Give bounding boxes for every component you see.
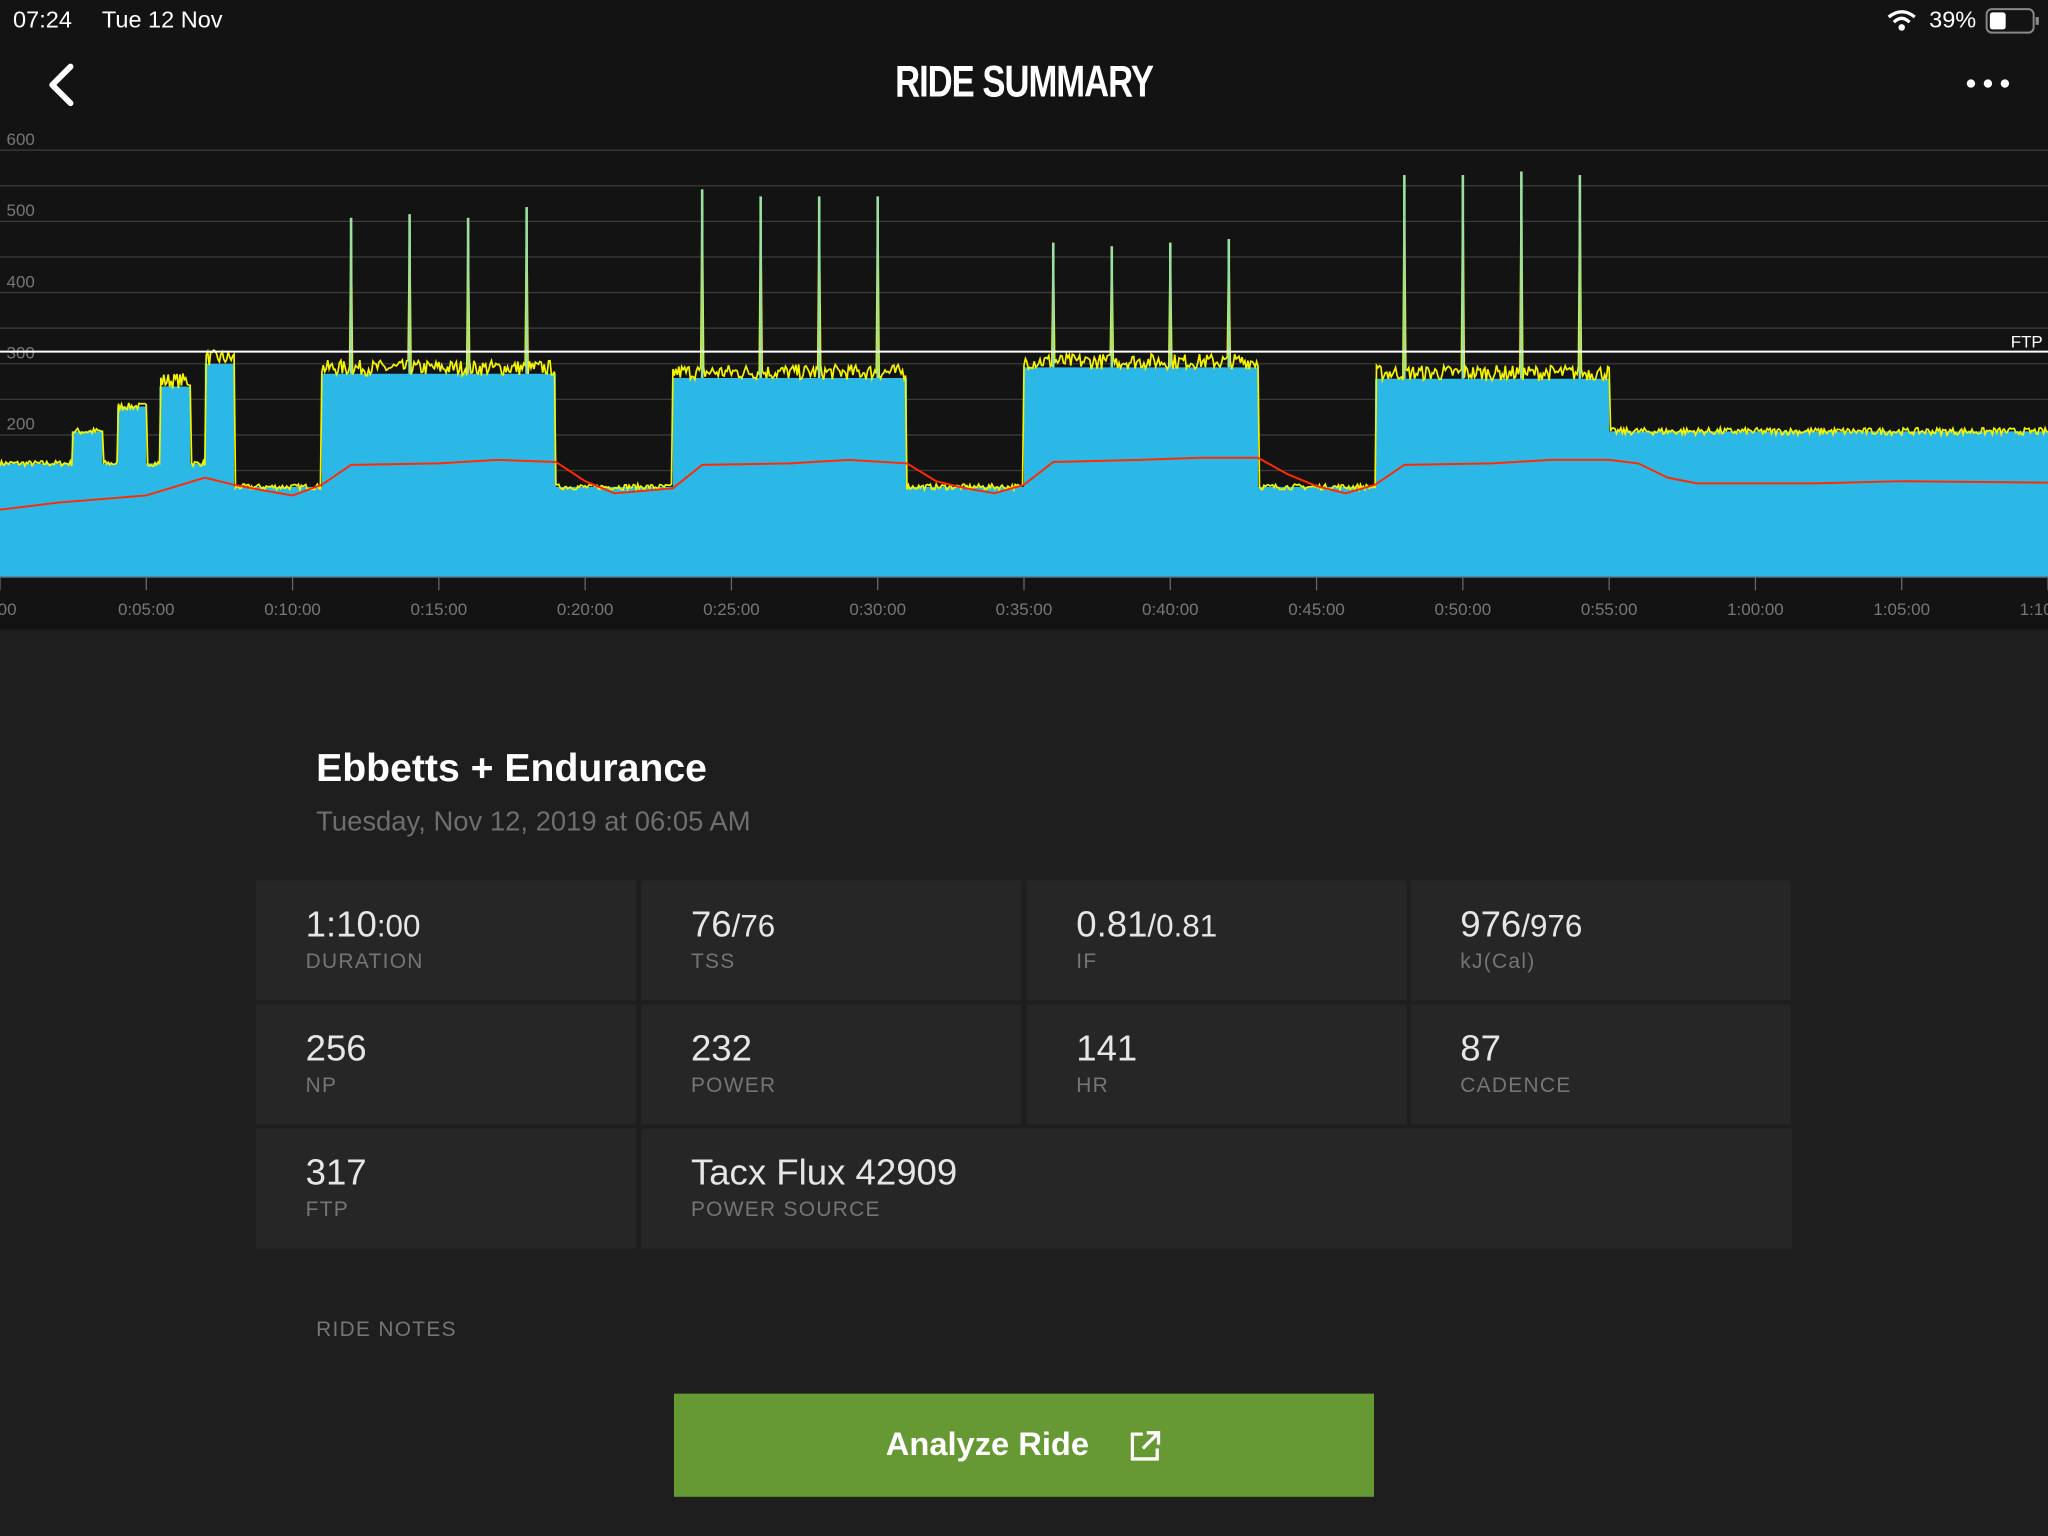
stat-label: POWER SOURCE xyxy=(690,1199,881,1222)
stat-main: 87 xyxy=(1460,1027,1501,1069)
ride-name: Ebbetts + Endurance xyxy=(316,747,707,791)
power-line xyxy=(0,171,2048,493)
stat-kj-cal: 976/976 kJ(Cal) xyxy=(1410,880,1791,1001)
x-tick-label: 0:55:00 xyxy=(1581,600,1638,619)
stat-main: 976 xyxy=(1460,903,1522,945)
y-tick-label: 200 xyxy=(7,415,35,434)
stat-main: 76 xyxy=(690,903,732,945)
ftp-label: FTP xyxy=(2011,333,2043,352)
back-button[interactable] xyxy=(44,63,78,107)
y-tick-label: 600 xyxy=(7,130,35,149)
y-tick-label: 400 xyxy=(7,272,35,291)
more-options-button[interactable] xyxy=(1964,76,2011,92)
stat-value: 1:10:00 xyxy=(306,904,421,946)
x-tick-label: 0:35:00 xyxy=(996,600,1053,619)
stat-sub: /0.81 xyxy=(1147,909,1218,945)
power-chart: 600 500 400 300 200 FTP 0:00 0:05:00 0:10:00 0:15… xyxy=(0,130,2048,619)
stat-main: 0.81 xyxy=(1076,903,1148,945)
stat-label: POWER xyxy=(690,1074,777,1098)
ride-date: Tuesday, Nov 12, 2019 at 06:05 AM xyxy=(316,807,751,838)
battery-icon xyxy=(1985,8,2039,34)
analyze-ride-button[interactable]: Analyze Ride xyxy=(673,1393,1375,1497)
stat-main: 1:10 xyxy=(305,903,377,945)
x-tick-label: 0:50:00 xyxy=(1435,600,1492,619)
stat-label: kJ(Cal) xyxy=(1460,950,1536,974)
stat-sub: /76 xyxy=(731,909,776,945)
stat-label: HR xyxy=(1076,1074,1110,1098)
target-power-area xyxy=(0,363,2048,578)
chevron-left-icon xyxy=(49,63,74,107)
x-tick-label: 0:00 xyxy=(0,600,17,619)
external-link-icon xyxy=(1130,1430,1160,1460)
stat-if: 0.81/0.81 IF xyxy=(1026,880,1407,1001)
stat-hr: 141 HR xyxy=(1026,1004,1407,1125)
stat-power-source: Tacx Flux 42909 POWER SOURCE xyxy=(641,1128,1792,1249)
stat-main: 317 xyxy=(305,1151,367,1193)
stat-tss: 76/76 TSS xyxy=(641,880,1022,1001)
stat-np: 256 NP xyxy=(255,1004,637,1125)
x-tick-label: 0:10:00 xyxy=(264,600,321,619)
stat-label: CADENCE xyxy=(1460,1074,1572,1098)
stat-label: TSS xyxy=(690,950,736,974)
stat-cadence: 87 CADENCE xyxy=(1410,1004,1791,1125)
x-tick-label: 1:10:00 xyxy=(2020,600,2048,619)
x-tick-label: 0:05:00 xyxy=(118,600,175,619)
wifi-icon xyxy=(1887,10,1916,31)
heart-rate-line xyxy=(0,456,2048,511)
x-tick-label: 1:05:00 xyxy=(1873,600,1930,619)
stat-value: 0.81/0.81 xyxy=(1076,904,1217,946)
stat-value: 87 xyxy=(1460,1028,1501,1070)
stat-main: 232 xyxy=(690,1027,752,1069)
page-title: RIDE SUMMARY xyxy=(895,57,1154,108)
stat-value: 232 xyxy=(691,1028,752,1070)
x-tick-label: 0:30:00 xyxy=(849,600,906,619)
stat-value: 976/976 xyxy=(1460,904,1582,946)
stat-duration: 1:10:00 DURATION xyxy=(255,880,637,1001)
stat-label: IF xyxy=(1076,950,1098,974)
stat-value: Tacx Flux 42909 xyxy=(691,1152,957,1194)
stat-value: 76/76 xyxy=(691,904,775,946)
x-tick-label: 0:25:00 xyxy=(703,600,760,619)
stat-label: FTP xyxy=(305,1199,350,1222)
x-tick-label: 0:45:00 xyxy=(1288,600,1345,619)
ride-notes-label: RIDE NOTES xyxy=(316,1319,457,1342)
y-tick-label: 300 xyxy=(7,344,35,363)
stat-label: NP xyxy=(305,1074,338,1098)
x-tick-label: 0:20:00 xyxy=(557,600,614,619)
x-tick-label: 0:15:00 xyxy=(411,600,468,619)
battery-percent: 39% xyxy=(1929,6,1977,33)
stat-main: 141 xyxy=(1076,1027,1138,1069)
stat-main: Tacx Flux 42909 xyxy=(690,1151,958,1193)
stat-sub: :00 xyxy=(376,909,421,945)
x-tick-label: 0:40:00 xyxy=(1142,600,1199,619)
ellipsis-icon xyxy=(1966,79,2010,88)
stat-value: 141 xyxy=(1076,1028,1137,1070)
status-time: 07:24 xyxy=(13,6,72,33)
stat-value: 317 xyxy=(306,1152,367,1194)
x-tick-label: 1:00:00 xyxy=(1727,600,1784,619)
status-date: Tue 12 Nov xyxy=(101,6,223,33)
stat-value: 256 xyxy=(306,1028,367,1070)
stat-main: 256 xyxy=(305,1027,367,1069)
stat-sub: /976 xyxy=(1521,909,1583,945)
y-tick-label: 500 xyxy=(7,201,35,220)
stat-ftp: 317 FTP xyxy=(255,1128,637,1249)
stat-label: DURATION xyxy=(305,950,424,974)
analyze-ride-label: Analyze Ride xyxy=(885,1426,1090,1463)
stat-power: 232 POWER xyxy=(641,1004,1022,1125)
